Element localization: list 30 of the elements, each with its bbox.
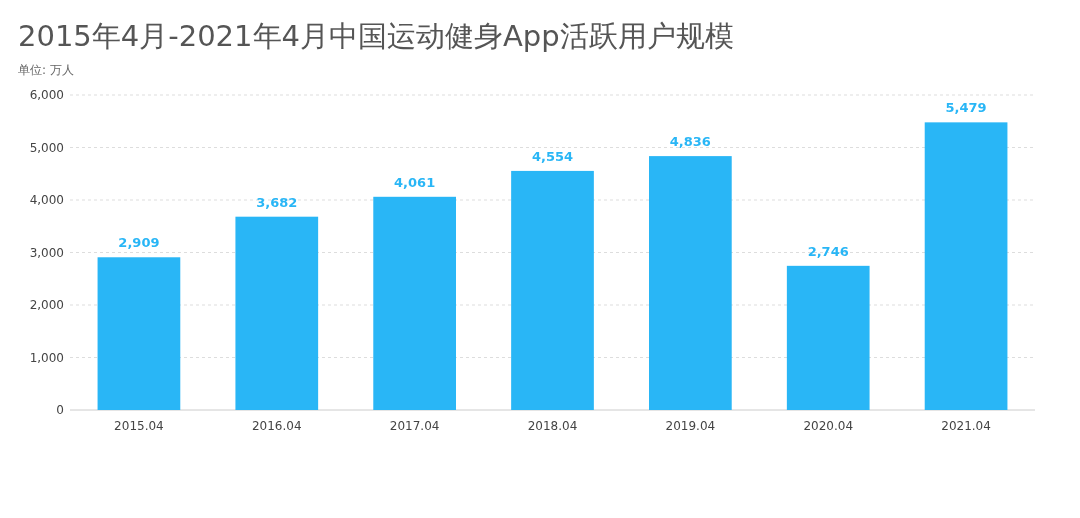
data-label: 2,909 bbox=[118, 235, 160, 251]
bar bbox=[373, 196, 456, 410]
bar bbox=[97, 257, 181, 410]
x-tick-label: 2020.04 bbox=[803, 419, 854, 433]
data-label: 5,479 bbox=[945, 100, 987, 116]
bar bbox=[511, 170, 594, 410]
y-axis-title: 单位: 万人 bbox=[18, 63, 74, 77]
bar bbox=[924, 122, 1008, 410]
y-tick-label: 3,000 bbox=[29, 245, 64, 260]
y-tick-label: 2,000 bbox=[29, 298, 64, 312]
y-tick-label: 0 bbox=[56, 403, 64, 417]
x-tick-label: 2021.04 bbox=[941, 419, 991, 433]
bar bbox=[235, 216, 319, 410]
data-label: 2,746 bbox=[807, 243, 849, 259]
x-tick-label: 2018.04 bbox=[527, 419, 578, 433]
bar bbox=[786, 265, 870, 410]
y-tick-label: 6,000 bbox=[29, 88, 64, 102]
x-tick-label: 2017.04 bbox=[389, 419, 440, 433]
bar bbox=[649, 156, 732, 410]
y-tick-label: 4,000 bbox=[29, 193, 64, 207]
data-label: 3,682 bbox=[256, 194, 298, 210]
x-tick-label: 2015.04 bbox=[114, 419, 164, 433]
data-label: 4,836 bbox=[669, 134, 711, 150]
data-label: 4,061 bbox=[394, 174, 436, 190]
chart-title: 2015年4月-2021年4月中国运动健身App活跃用户规模 bbox=[18, 19, 734, 53]
x-tick-label: 2019.04 bbox=[665, 419, 716, 433]
y-tick-label: 5,000 bbox=[29, 140, 64, 155]
data-label: 4,554 bbox=[531, 148, 574, 164]
y-tick-label: 1,000 bbox=[29, 350, 64, 365]
x-tick-label: 2016.04 bbox=[251, 419, 302, 433]
